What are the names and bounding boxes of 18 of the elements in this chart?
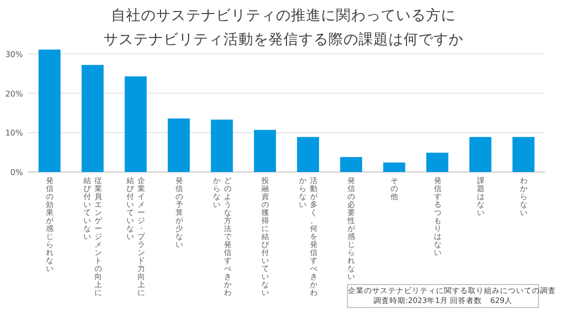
bar: [210, 120, 233, 172]
bar: [297, 136, 320, 172]
y-tick-label: 0%: [10, 168, 24, 177]
bar: [469, 136, 492, 172]
y-tick-label: 10%: [5, 128, 24, 138]
bar: [254, 130, 276, 172]
bar: [124, 76, 147, 172]
y-tick-label: 20%: [5, 89, 24, 98]
bar: [383, 162, 406, 172]
chart-subtitle: サステナビリティ活動を発信する際の課題は何ですか: [102, 31, 464, 49]
bar: [340, 157, 362, 172]
bar: [168, 118, 190, 172]
bar: [512, 136, 534, 172]
chart-title: 自社のサステナビリティの推進に関わっている方に: [110, 6, 457, 25]
bar: [426, 152, 448, 172]
bar: [38, 50, 61, 172]
bar: [82, 64, 104, 172]
y-tick-label: 30%: [5, 50, 24, 59]
